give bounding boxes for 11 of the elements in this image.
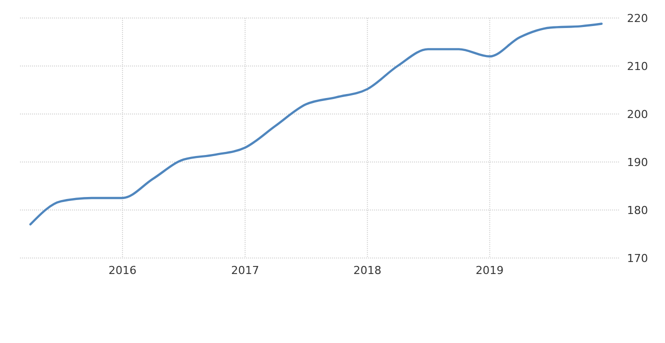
x-tick-label: 2017: [231, 264, 260, 277]
y-tick-label: 190: [627, 156, 648, 169]
y-tick-label: 200: [627, 108, 648, 121]
line-series: [29, 22, 603, 226]
y-tick-label: 180: [627, 204, 648, 217]
y-tick-label: 220: [627, 12, 648, 25]
x-tick-label: 2019: [476, 264, 504, 277]
x-tick-label: 2016: [108, 264, 137, 277]
y-tick-label: 170: [627, 252, 648, 265]
x-tick-label: 2018: [353, 264, 382, 277]
y-tick-label: 210: [627, 60, 648, 73]
